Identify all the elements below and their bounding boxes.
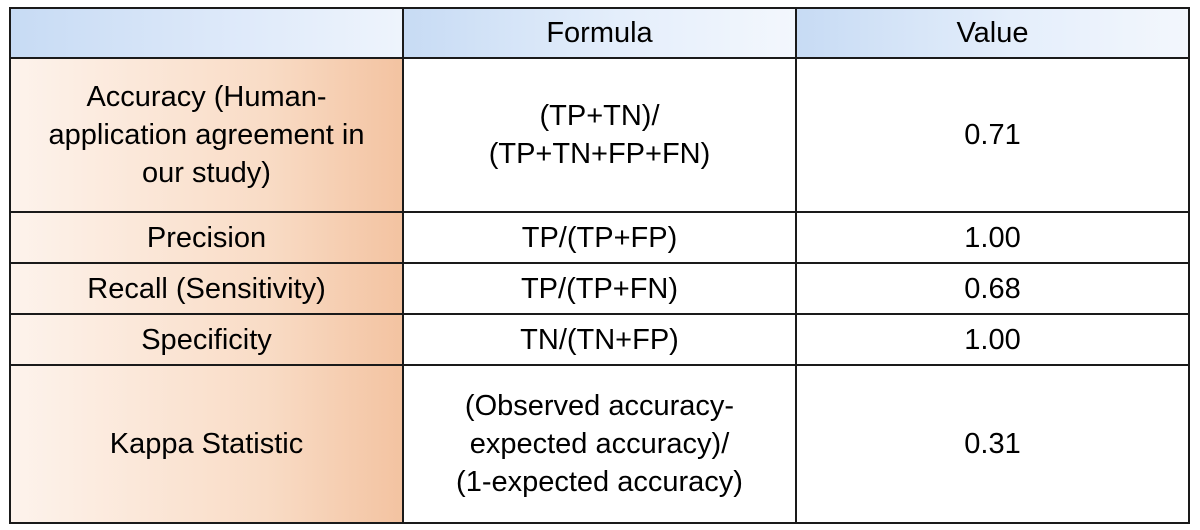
- value-cell-specificity: 1.00: [795, 313, 1190, 366]
- table-row-kappa: Kappa Statistic (Observed accuracy- expe…: [9, 364, 1190, 524]
- metric-label-accuracy: Accuracy (Human- application agreement i…: [9, 57, 404, 213]
- formula-cell-kappa: (Observed accuracy- expected accuracy)/ …: [402, 364, 797, 524]
- table-row-recall: Recall (Sensitivity) TP/(TP+FN) 0.68: [9, 262, 1190, 315]
- formula-cell-specificity: TN/(TN+FP): [402, 313, 797, 366]
- value-cell-accuracy: 0.71: [795, 57, 1190, 213]
- header-cell-blank: [9, 7, 404, 59]
- metrics-table-container: Formula Value Accuracy (Human- applicati…: [9, 7, 1190, 524]
- formula-cell-precision: TP/(TP+FP): [402, 211, 797, 264]
- header-cell-value: Value: [795, 7, 1190, 59]
- value-cell-precision: 1.00: [795, 211, 1190, 264]
- table-row-accuracy: Accuracy (Human- application agreement i…: [9, 57, 1190, 213]
- formula-cell-accuracy: (TP+TN)/ (TP+TN+FP+FN): [402, 57, 797, 213]
- value-cell-recall: 0.68: [795, 262, 1190, 315]
- metric-label-kappa: Kappa Statistic: [9, 364, 404, 524]
- metrics-table: Formula Value Accuracy (Human- applicati…: [9, 7, 1190, 524]
- table-row-specificity: Specificity TN/(TN+FP) 1.00: [9, 313, 1190, 366]
- table-header-row: Formula Value: [9, 7, 1190, 59]
- table-row-precision: Precision TP/(TP+FP) 1.00: [9, 211, 1190, 264]
- formula-cell-recall: TP/(TP+FN): [402, 262, 797, 315]
- metric-label-recall: Recall (Sensitivity): [9, 262, 404, 315]
- value-cell-kappa: 0.31: [795, 364, 1190, 524]
- header-cell-formula: Formula: [402, 7, 797, 59]
- metric-label-specificity: Specificity: [9, 313, 404, 366]
- metric-label-precision: Precision: [9, 211, 404, 264]
